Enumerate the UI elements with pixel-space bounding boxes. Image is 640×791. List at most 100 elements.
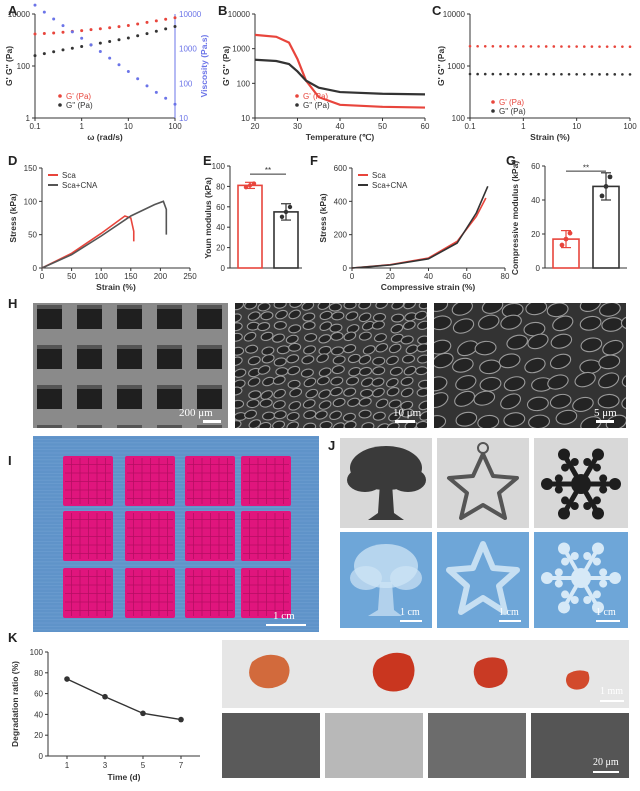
data-point <box>164 17 168 21</box>
data-point <box>491 44 495 48</box>
data-point <box>506 45 510 48</box>
snowflake-branch <box>583 552 592 561</box>
data-point <box>173 102 177 106</box>
hydrogel-scaffold <box>241 568 291 618</box>
pore-shape <box>389 366 403 376</box>
data-point <box>613 73 617 76</box>
data-point <box>560 45 563 48</box>
panel-label-c: C <box>432 3 442 18</box>
pore-shape <box>403 365 417 376</box>
x-axis-label: Compressive strain (%) <box>381 282 476 292</box>
data-point <box>80 45 84 49</box>
x-axis-label: Strain (%) <box>96 282 136 292</box>
hydrogel-star: 1 cm <box>437 532 529 628</box>
data-point <box>136 34 140 38</box>
x-tick-label: 40 <box>424 272 433 281</box>
pore-shape <box>331 365 345 375</box>
data-point <box>145 20 149 24</box>
pore-shape <box>574 371 596 388</box>
data-point <box>102 693 108 700</box>
pore-shape <box>273 388 286 399</box>
y-tick-label: 80 <box>34 669 43 678</box>
data-point <box>483 44 487 48</box>
pore-shape <box>549 393 572 409</box>
snowflake-branch <box>570 595 579 604</box>
panel-label-i: I <box>8 453 12 468</box>
snowflake-tip <box>592 542 604 555</box>
data-point <box>499 45 502 48</box>
pore-shape <box>503 376 526 392</box>
data-point <box>117 25 121 29</box>
y-tick-label: 600 <box>334 164 348 173</box>
data-point <box>468 44 472 48</box>
pore-shape <box>317 303 331 310</box>
pore-shape <box>244 303 258 310</box>
data-point <box>117 63 121 67</box>
snowflake-branch <box>583 501 592 510</box>
data-point <box>599 193 605 199</box>
y-tick-label: 10000 <box>8 10 31 19</box>
pore-shape <box>328 303 342 312</box>
shape-tree-template <box>340 438 432 528</box>
pore-shape <box>598 354 621 370</box>
pore-shape <box>258 421 272 428</box>
pore-shape <box>358 397 372 407</box>
data-point <box>476 44 479 48</box>
x-tick-label: 100 <box>623 122 637 131</box>
x-axis-label: Time (d) <box>108 772 141 782</box>
y-tick-label: 40 <box>531 196 540 205</box>
data-point <box>64 676 70 682</box>
data-point <box>42 10 46 14</box>
pore-shape <box>329 323 343 333</box>
pore-shape <box>302 321 316 331</box>
legend-label: G' (Pa) <box>499 98 524 107</box>
chart-d-tensile: 0 50 100 150 200 250 0 50 100 150 Stress (kPa) Stra… <box>8 164 197 292</box>
snowflake-center <box>571 474 591 494</box>
chart-b-temperature-sweep: 20 30 40 50 60 10000 1000 100 10 G' G'' (Pa) Tempe… <box>221 10 430 142</box>
bar <box>273 211 299 269</box>
pore-shape <box>358 354 372 365</box>
pore-shape <box>500 393 522 410</box>
pore-shape <box>434 376 448 392</box>
x-tick-label: 1 <box>79 122 84 131</box>
panel-label-a: A <box>8 3 18 18</box>
data-point <box>136 22 140 26</box>
y-tick-label: 100 <box>24 197 38 206</box>
x-tick-label: 30 <box>293 122 302 131</box>
pore-shape <box>605 414 626 428</box>
legend-label: Sca <box>62 171 76 180</box>
pore-shape <box>418 379 427 389</box>
pore-shape <box>319 321 333 332</box>
y-tick-label: 100 <box>212 162 226 171</box>
pore-shape <box>547 374 569 390</box>
x-tick-label: 0 <box>350 272 355 281</box>
y-tick-label: 1 <box>26 114 31 123</box>
y-tick-label: 20 <box>216 244 225 253</box>
data-point <box>136 77 140 81</box>
pore-shape <box>235 399 245 409</box>
pore-shape <box>580 337 603 353</box>
hydrogel-tree: 1 cm <box>340 532 432 628</box>
series-line <box>66 678 182 721</box>
data-point <box>140 710 146 717</box>
panel-label-d: D <box>8 153 18 168</box>
scale-label-j1: 1 cm <box>400 607 420 618</box>
pore-shape <box>332 397 346 408</box>
pore-shape <box>375 303 389 310</box>
pore-shape <box>371 320 385 330</box>
pore-shape <box>454 390 476 407</box>
data-point <box>243 185 249 190</box>
pore-shape <box>597 393 620 409</box>
pore-shape <box>287 365 301 376</box>
pore-shape <box>245 344 259 354</box>
data-point <box>279 214 285 219</box>
pore-shape <box>285 334 299 344</box>
data-point <box>552 72 556 76</box>
snowflake-branch <box>592 463 601 472</box>
y-tick-label: 20 <box>34 731 43 740</box>
y-tick-label: 60 <box>34 690 43 699</box>
pore-shape <box>301 303 315 311</box>
pore-shape <box>235 386 243 396</box>
y-axis-label: Stress (kPa) <box>318 193 328 242</box>
pore-shape <box>343 331 357 342</box>
